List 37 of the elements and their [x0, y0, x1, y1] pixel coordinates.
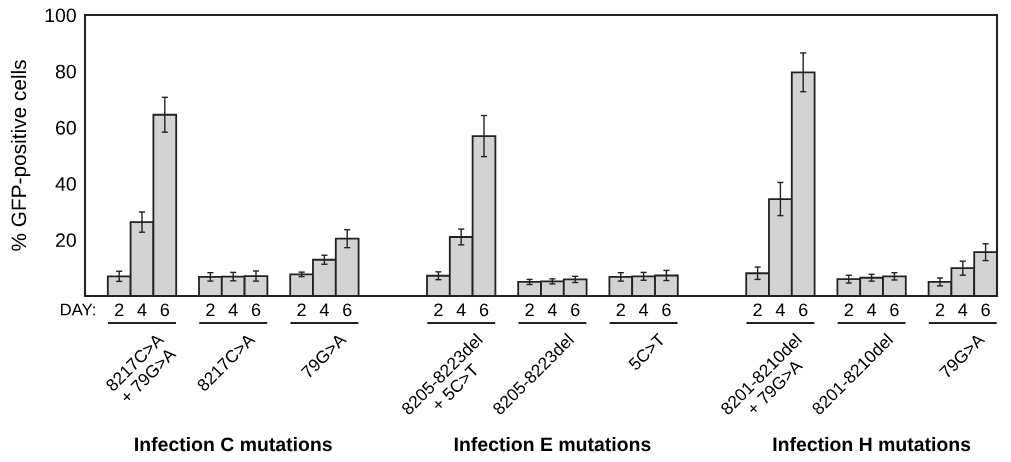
x-tick-label: 2 — [844, 303, 853, 317]
y-tick-label: 60 — [56, 120, 76, 135]
text: DAY: — [61, 303, 95, 316]
text: Infection H mutations — [773, 436, 971, 452]
x-tick-label: 6 — [251, 303, 261, 317]
x-tick-label: 2 — [434, 303, 443, 317]
x-tick-label: 4 — [958, 303, 968, 317]
y-axis-title: % GFP-positive cells — [10, 60, 31, 251]
x-tick-label: 4 — [319, 303, 329, 317]
x-tick-label: 2 — [297, 303, 306, 317]
x-tick-label: 4 — [456, 303, 466, 317]
x-tick-label: 2 — [753, 303, 762, 317]
x-tick-label: 6 — [890, 303, 899, 317]
x-tick-label: 6 — [479, 303, 489, 317]
text: Infection C mutations — [135, 436, 332, 452]
x-tick-label: 4 — [547, 303, 557, 317]
x-tick-label: 2 — [115, 303, 124, 317]
y-tick-label: 20 — [56, 233, 76, 248]
x-tick-label: 6 — [571, 303, 580, 317]
x-tick-label: 2 — [935, 303, 945, 317]
x-tick-label: 6 — [160, 303, 170, 317]
x-tick-label: 4 — [775, 303, 785, 317]
x-tick-label: 6 — [662, 303, 671, 317]
x-tick-label: 4 — [866, 303, 877, 317]
y-tick-label: 80 — [55, 64, 76, 79]
x-tick-label: 6 — [799, 303, 808, 317]
x-tick-label: 4 — [137, 303, 147, 317]
y-tick-label: 40 — [55, 177, 76, 191]
x-tick-label: 2 — [206, 303, 215, 317]
y-tick-label: 100 — [45, 8, 76, 23]
x-tick-label: 4 — [228, 303, 238, 317]
text: Infection E mutations — [454, 436, 651, 452]
x-tick-label: 4 — [638, 303, 649, 317]
x-tick-label: 2 — [525, 303, 534, 317]
x-tick-label: 6 — [343, 303, 352, 317]
x-tick-label: 2 — [616, 303, 625, 317]
x-tick-label: 6 — [981, 303, 990, 317]
